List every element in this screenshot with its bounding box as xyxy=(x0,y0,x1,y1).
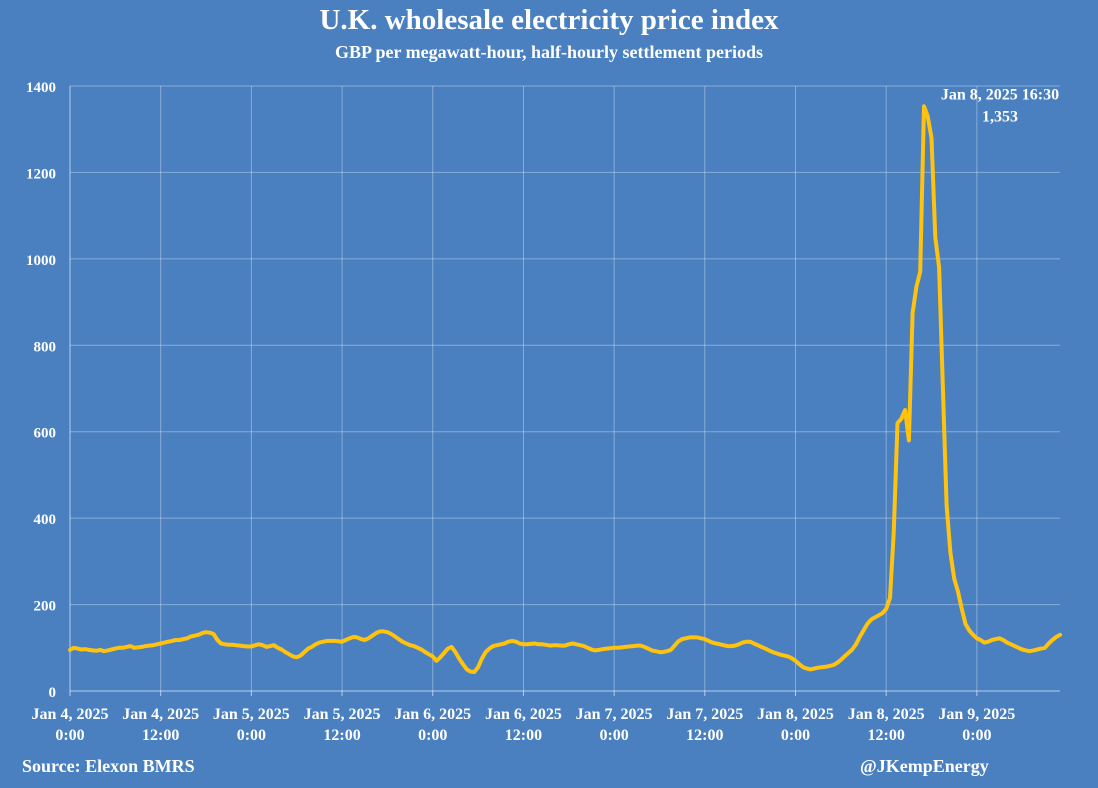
price-series-line xyxy=(68,104,1062,674)
x-tick-label-date: Jan 6, 2025 xyxy=(394,706,471,723)
x-tick-label-time: 0:00 xyxy=(781,727,810,744)
x-tick-label-time: 12:00 xyxy=(142,727,179,744)
x-tick-label-date: Jan 7, 2025 xyxy=(576,706,653,723)
y-tick-label: 400 xyxy=(34,512,57,528)
peak-annotation: Jan 8, 2025 16:30 1,353 xyxy=(941,86,1059,125)
peak-annotation-value: 1,353 xyxy=(982,108,1018,125)
x-tick-label-date: Jan 6, 2025 xyxy=(485,706,562,723)
x-tick-label-time: 0:00 xyxy=(599,727,628,744)
y-tick-label: 1400 xyxy=(26,80,56,96)
x-tick-label-date: Jan 9, 2025 xyxy=(938,706,1015,723)
x-tick-label-date: Jan 7, 2025 xyxy=(666,706,743,723)
chart-subtitle: GBP per megawatt-hour, half-hourly settl… xyxy=(335,42,763,62)
x-tick-label-date: Jan 8, 2025 xyxy=(757,706,834,723)
x-tick-label-time: 12:00 xyxy=(323,727,360,744)
x-tick-label-time: 0:00 xyxy=(962,727,991,744)
x-tick-label-date: Jan 8, 2025 xyxy=(848,706,925,723)
x-tick-label-time: 12:00 xyxy=(505,727,542,744)
x-tick-label-date: Jan 4, 2025 xyxy=(122,706,199,723)
y-tick-label: 0 xyxy=(49,685,57,701)
y-tick-label: 1000 xyxy=(26,253,56,269)
x-tick-label-date: Jan 5, 2025 xyxy=(213,706,290,723)
x-tick-label-time: 0:00 xyxy=(237,727,266,744)
source-note: Source: Elexon BMRS xyxy=(22,756,195,776)
x-tick-label-time: 0:00 xyxy=(418,727,447,744)
x-tick-label-date: Jan 5, 2025 xyxy=(304,706,381,723)
y-tick-label: 200 xyxy=(34,599,57,615)
x-tick-label-date: Jan 4, 2025 xyxy=(32,706,109,723)
chart-title: U.K. wholesale electricity price index xyxy=(319,4,779,36)
x-tick-label-time: 12:00 xyxy=(686,727,723,744)
x-tick-label-time: 0:00 xyxy=(55,727,84,744)
y-tick-label: 600 xyxy=(34,426,57,442)
x-tick-label-time: 12:00 xyxy=(868,727,905,744)
gridlines xyxy=(70,85,1060,691)
author-credit: @JKempEnergy xyxy=(860,756,989,776)
x-axis-ticks: Jan 4, 2025 0:00 Jan 4, 2025 12:00 Jan 5, 20… xyxy=(32,691,1015,744)
peak-annotation-date: Jan 8, 2025 16:30 xyxy=(941,86,1059,103)
y-tick-label: 800 xyxy=(34,339,57,355)
y-axis-ticks: 0 200 400 600 800 1000 1200 1400 xyxy=(26,80,56,701)
y-tick-label: 1200 xyxy=(26,166,56,182)
